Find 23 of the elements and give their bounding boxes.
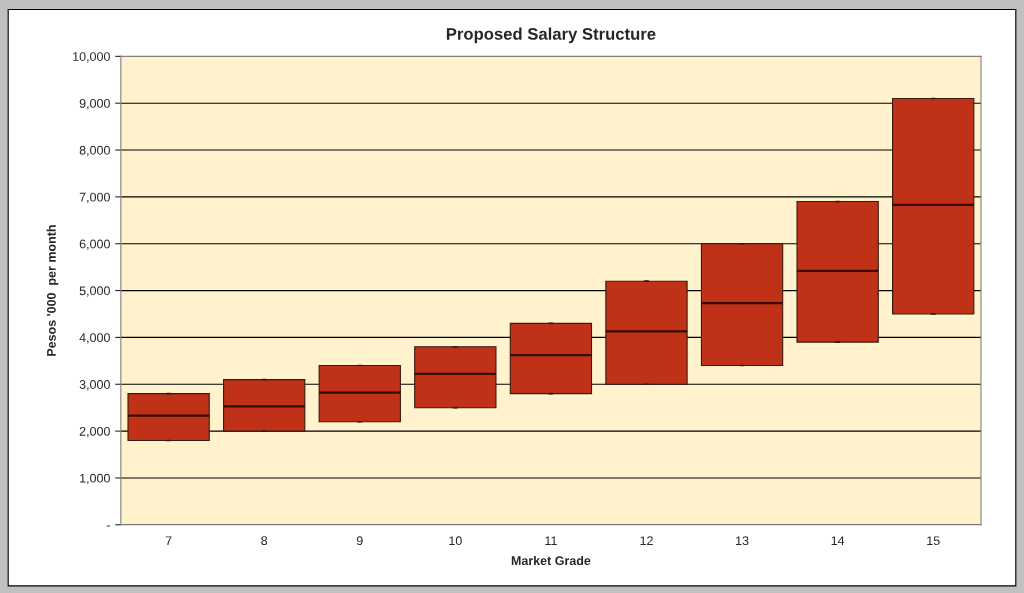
x-tick-label: 8 bbox=[261, 536, 268, 546]
x-axis-title: Market Grade bbox=[511, 555, 591, 566]
x-tick-label: 10 bbox=[449, 536, 462, 546]
y-tick-label: - bbox=[106, 525, 110, 527]
y-tick-label: 1,000 bbox=[80, 473, 110, 485]
y-tick-label: 4,000 bbox=[79, 333, 110, 344]
y-tick-label: 5,000 bbox=[79, 286, 110, 297]
y-tick-label: 3,000 bbox=[79, 380, 110, 391]
x-tick-label: 11 bbox=[545, 536, 557, 545]
x-tick-label: 15 bbox=[927, 536, 940, 546]
y-tick-label: 6,000 bbox=[79, 239, 110, 250]
x-tick-label: 7 bbox=[165, 536, 172, 545]
x-tick-label: 14 bbox=[831, 536, 845, 545]
chart-title: Proposed Salary Structure bbox=[446, 27, 656, 44]
y-tick-label: 2,000 bbox=[79, 426, 110, 438]
y-tick-label: 10,000 bbox=[73, 52, 110, 63]
x-tick-label: 12 bbox=[640, 536, 653, 545]
x-tick-label: 9 bbox=[356, 536, 363, 546]
x-tick-label: 13 bbox=[736, 536, 749, 546]
y-tick-label: 7,000 bbox=[79, 192, 110, 203]
y-tick-label: 9,000 bbox=[79, 98, 110, 110]
y-axis-title: Pesos '000 per month bbox=[46, 225, 59, 356]
y-tick-label: 8,000 bbox=[79, 145, 110, 157]
